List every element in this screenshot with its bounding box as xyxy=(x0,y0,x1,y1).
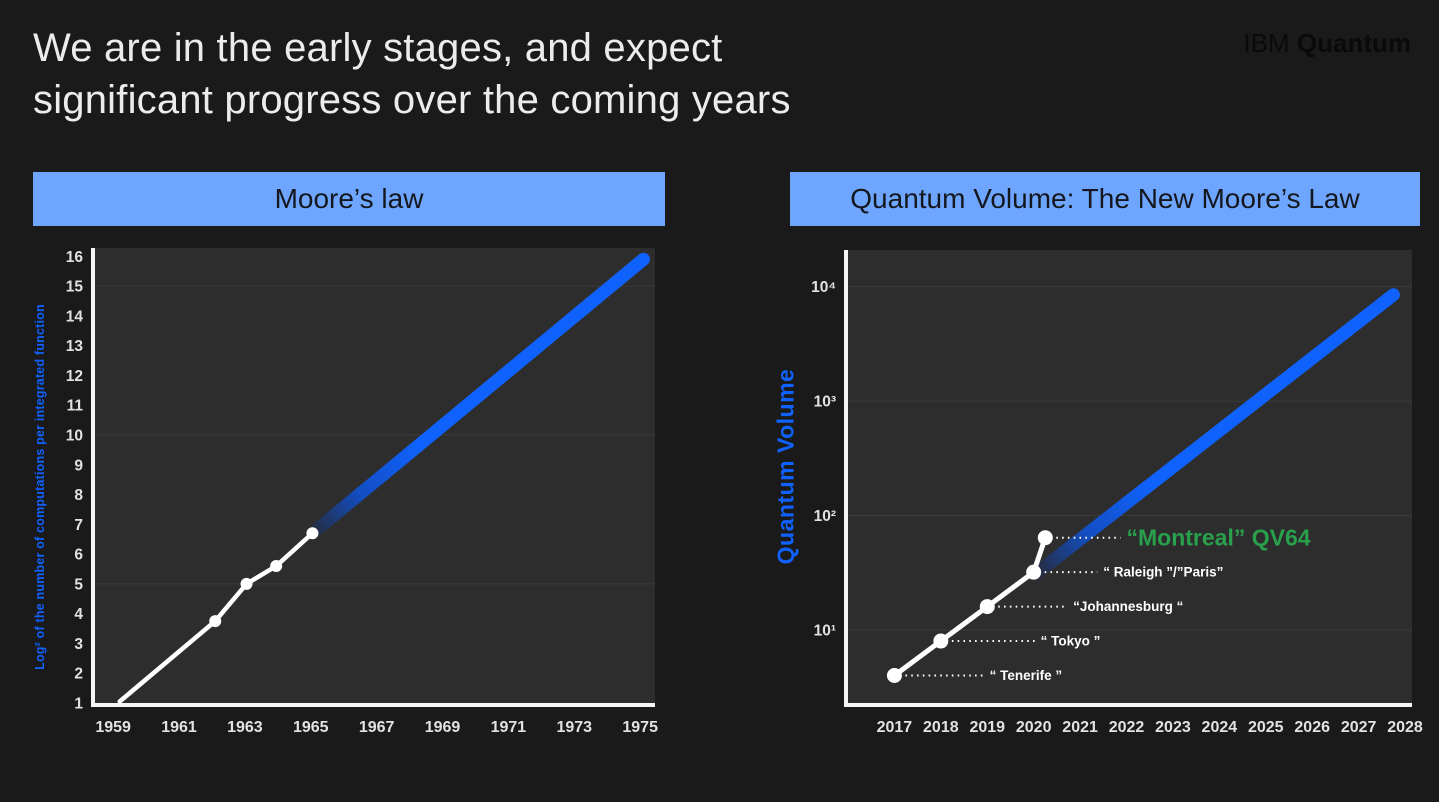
data-point-marker xyxy=(1026,564,1042,580)
x-tick-label: 2018 xyxy=(923,719,959,736)
x-tick-label: 1971 xyxy=(491,719,527,736)
data-point-marker xyxy=(1037,530,1053,546)
x-tick-label: 2024 xyxy=(1202,719,1238,736)
x-tick-label: 1975 xyxy=(622,719,658,736)
x-tick-label: 2027 xyxy=(1341,719,1377,736)
x-tick-label: 2025 xyxy=(1248,719,1284,736)
logo-ibm: IBM xyxy=(1243,28,1290,58)
y-tick-label: 10 xyxy=(66,428,83,445)
page-title-line2: significant progress over the coming yea… xyxy=(33,78,791,122)
x-tick-label: 1965 xyxy=(293,719,329,736)
quantum-volume-chart-title: Quantum Volume: The New Moore’s Law xyxy=(790,172,1420,226)
y-tick-label: 10⁴ xyxy=(811,279,836,296)
y-tick-label: 3 xyxy=(74,636,83,653)
moore-law-chart-title: Moore’s law xyxy=(33,172,665,226)
data-point-marker xyxy=(270,560,283,573)
x-tick-label: 1969 xyxy=(425,719,461,736)
y-tick-label: 10³ xyxy=(814,394,836,411)
page-title-line1: We are in the early stages, and expect xyxy=(33,26,723,70)
x-tick-label: 1973 xyxy=(556,719,592,736)
x-tick-label: 1961 xyxy=(161,719,197,736)
x-tick-label: 2020 xyxy=(1016,719,1052,736)
annotation-label: “ Raleigh ”/”Paris” xyxy=(1103,565,1223,580)
y-tick-label: 9 xyxy=(74,457,83,474)
y-tick-label: 12 xyxy=(66,368,83,385)
y-tick-label: 6 xyxy=(74,547,83,564)
annotation-label: “ Tokyo ” xyxy=(1041,634,1101,649)
y-tick-label: 10² xyxy=(814,508,836,525)
x-tick-label: 2022 xyxy=(1109,719,1145,736)
projection-line xyxy=(1029,288,1400,581)
data-point-marker xyxy=(979,599,995,615)
projection-line xyxy=(305,252,650,540)
y-tick-label: 1 xyxy=(74,696,83,713)
y-tick-label: 14 xyxy=(66,308,84,325)
data-point-marker xyxy=(886,667,902,683)
y-tick-label: 7 xyxy=(74,517,83,534)
page-title: We are in the early stages, and expect s… xyxy=(33,22,791,126)
x-tick-label: 2023 xyxy=(1155,719,1191,736)
y-tick-label: 4 xyxy=(74,606,83,623)
y-tick-label: 13 xyxy=(66,338,84,355)
x-tick-label: 1963 xyxy=(227,719,263,736)
y-tick-label: 11 xyxy=(67,398,84,415)
y-tick-label: 15 xyxy=(66,279,84,296)
y-tick-label: 5 xyxy=(74,576,83,593)
logo-quantum: Quantum xyxy=(1296,28,1411,58)
data-point-marker xyxy=(240,577,253,590)
annotation-label: “ Tenerife ” xyxy=(990,668,1063,683)
x-tick-label: 1967 xyxy=(359,719,395,736)
plot-area xyxy=(848,250,1412,703)
x-tick-label: 2028 xyxy=(1387,719,1423,736)
x-tick-label: 2026 xyxy=(1294,719,1330,736)
x-tick-label: 2019 xyxy=(969,719,1005,736)
ibm-quantum-logo: IBM Quantum xyxy=(1243,28,1411,59)
y-tick-label: 2 xyxy=(74,666,83,683)
x-tick-label: 2021 xyxy=(1062,719,1098,736)
y-tick-label: 16 xyxy=(66,249,84,266)
y-tick-label: 10¹ xyxy=(814,622,836,639)
data-point-marker xyxy=(306,527,319,540)
x-tick-label: 1959 xyxy=(95,719,131,736)
data-point-marker xyxy=(933,633,949,649)
y-tick-label: 8 xyxy=(74,487,83,504)
annotation-label: “Johannesburg “ xyxy=(1073,599,1183,614)
annotation-label: “Montreal” QV64 xyxy=(1127,525,1311,551)
data-point-marker xyxy=(209,615,222,628)
x-tick-label: 2017 xyxy=(877,719,913,736)
